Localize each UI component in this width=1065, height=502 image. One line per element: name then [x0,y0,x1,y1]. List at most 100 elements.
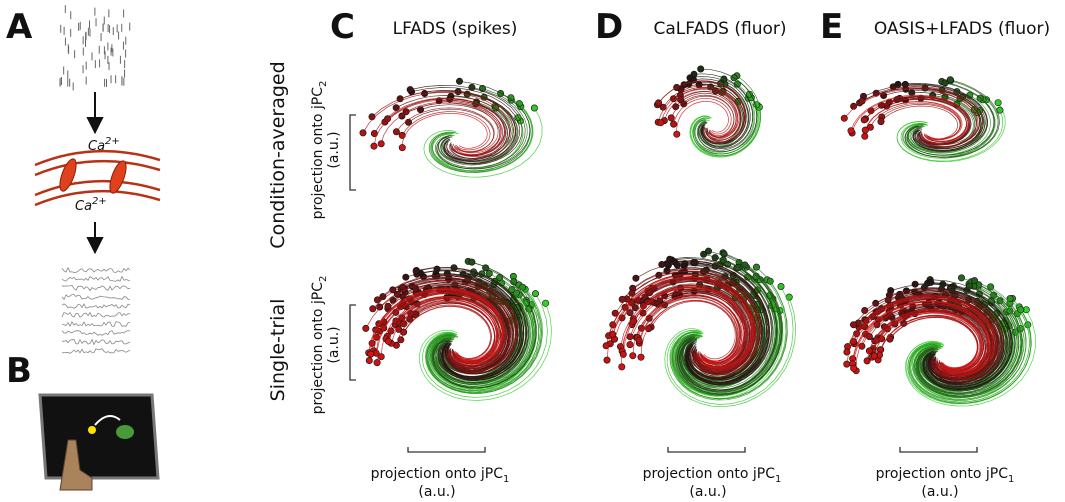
trajectory [673,97,732,135]
trajectory-start [927,278,935,286]
channel [59,158,127,194]
trajectory [676,100,729,135]
trajectory [908,298,1032,404]
trajectory-start [373,359,381,367]
trajectory-start [376,303,384,311]
trajectory [401,112,488,149]
trajectory [422,293,548,398]
trajectory-start [1006,295,1014,303]
trajectory [861,87,981,148]
x-label-unit: (a.u.) [689,484,726,500]
trajectory [436,80,531,170]
trajectory [373,99,502,154]
trajectory [692,94,758,155]
trajectory [411,87,521,164]
trajectory-start [367,350,375,358]
trajectory [922,279,1016,392]
trajectory [614,279,752,368]
trajectory [852,300,991,374]
trajectory [879,315,978,369]
trajectory-start [631,304,639,312]
trajectory-start [957,274,965,282]
trajectory [874,312,981,370]
trajectory [866,309,983,371]
trajectory-start [677,96,685,104]
trajectory [612,273,756,372]
trajectory-start [365,356,373,364]
trajectory-start [635,336,643,344]
trajectory [437,96,519,166]
trajectory [679,250,781,393]
trajectory-start [877,118,885,126]
fluor-trace [61,348,131,354]
trajectory [371,90,514,160]
trajectory [918,285,1018,394]
trajectory-start [397,336,405,344]
trajectory [684,262,770,385]
panel-label: A [6,7,33,47]
trajectory-start [632,274,640,282]
trajectory [657,87,740,139]
trajectory-start [720,250,728,258]
trajectory-start [531,290,539,298]
y-label-unit: (a.u.) [326,326,342,363]
trajectory-start [858,97,866,105]
trajectory [693,78,749,147]
trajectory [917,277,1023,397]
trajectory [380,102,499,153]
x-label-text: projection onto jPC1 [876,466,1015,485]
trajectory [640,300,736,360]
trajectory [426,284,541,393]
trajectory [429,292,534,389]
trajectory-start [384,302,392,310]
trajectory-start [667,114,675,122]
trajectory-start [843,360,851,368]
trajectory [697,68,758,152]
trajectory [846,295,995,376]
trajectory [427,281,540,392]
trajectory [621,268,762,376]
trajectory [377,274,519,374]
label-main: projection onto jPC [310,282,326,415]
panel-label: B [6,351,32,391]
trajectory-start [941,79,949,87]
trajectory-start [911,280,919,288]
trajectory-start [870,352,878,360]
fluor-trace [61,294,131,301]
trajectory-start [673,130,681,138]
trajectory-start [373,296,381,304]
y-axis-label: projection onto jPC2 (a.u.) projection o… [310,81,342,415]
trajectory-start [840,114,848,122]
trajectory [889,287,1007,385]
label-main: projection onto jPC [371,466,504,482]
trajectory-start [861,132,869,140]
trajectory [864,297,995,378]
trajectory [680,253,778,391]
trajectory-start [629,352,637,360]
trajectory-start [406,86,414,94]
trajectory [437,267,529,383]
scale-bar [349,114,356,381]
trajectory [900,99,999,159]
trajectory [432,93,531,172]
trajectory [661,260,770,384]
trajectory [374,97,505,155]
trajectory [904,79,1000,158]
trajectory [690,104,760,157]
trajectory [858,294,998,379]
fluor-trace [61,311,131,318]
task-screen [38,393,160,491]
trajectory [923,282,1014,390]
trajectory-start [400,320,408,328]
x-label-unit: (a.u.) [418,484,455,500]
trajectory [669,257,773,386]
trajectory-start [602,342,610,350]
trajectory [432,261,537,389]
trajectory-start [359,129,367,137]
trajectory [689,76,751,148]
trajectory [689,107,761,158]
trajectory-start [850,364,858,372]
fluor-trace [61,275,131,282]
panel-label: C [330,7,355,47]
